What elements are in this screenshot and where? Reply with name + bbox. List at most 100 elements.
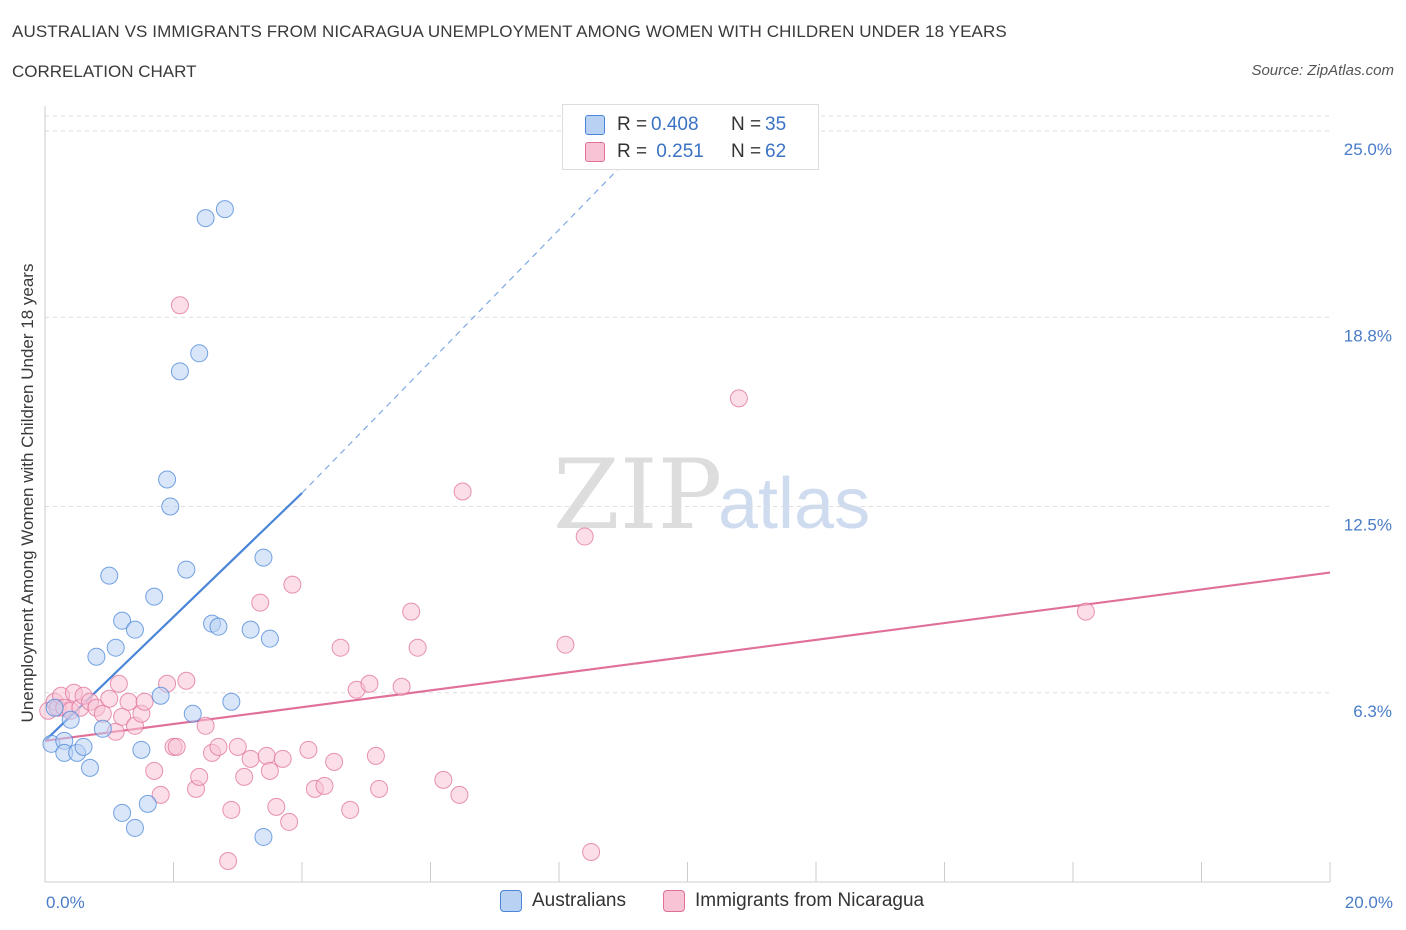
r-value: 0.251 — [651, 141, 704, 162]
australians-point — [254, 548, 273, 567]
australians-point — [125, 620, 144, 639]
nicaragua-point — [267, 797, 286, 816]
nicaragua-point — [260, 761, 279, 780]
australians-point — [260, 629, 279, 648]
nicaragua-point — [556, 635, 575, 654]
watermark: ZIP atlas — [553, 439, 870, 551]
r-label: R = — [617, 114, 648, 135]
n-value: 35 — [765, 114, 787, 135]
australians-point — [80, 758, 99, 777]
australians-point — [151, 686, 170, 705]
nicaragua-point — [219, 851, 238, 870]
legend-row-nicaragua: R = 0.251 N = 62 — [585, 140, 786, 164]
australians-point — [241, 620, 260, 639]
y-axis-label: Unemployment Among Women with Children U… — [18, 264, 37, 723]
nicaragua-point — [119, 692, 138, 711]
nicaragua-point — [283, 575, 302, 594]
nicaragua-point — [222, 800, 241, 819]
nicaragua-point — [370, 779, 389, 798]
r-label: R = — [617, 141, 648, 162]
nicaragua-point — [145, 761, 164, 780]
australians-point — [125, 818, 144, 837]
australians-legend-swatch — [500, 890, 522, 912]
nicaragua-point — [360, 674, 379, 693]
tick-labels: 25.0% 18.8% 12.5% 6.3% 0.0% 20.0% — [46, 140, 1393, 912]
australians-point — [132, 740, 151, 759]
nicaragua-point — [453, 482, 472, 501]
watermark-atlas: atlas — [718, 464, 870, 544]
nicaragua-point — [729, 389, 748, 408]
australians-point — [215, 200, 234, 219]
nicaragua-point — [151, 785, 170, 804]
nicaragua-point — [109, 674, 128, 693]
x-tick-label: 20.0% — [1345, 893, 1393, 912]
nicaragua-point — [450, 785, 469, 804]
nicaragua-point — [408, 638, 427, 657]
n-label: N = — [731, 114, 762, 135]
legend-label-australians: Australians — [532, 890, 626, 911]
australians-point — [177, 560, 196, 579]
nicaragua-point — [209, 737, 228, 756]
nicaragua-point — [93, 704, 112, 723]
australians-point — [138, 794, 157, 813]
australians-point — [145, 587, 164, 606]
nicaragua-point — [299, 740, 318, 759]
nicaragua-point — [331, 638, 350, 657]
australians-point — [170, 362, 189, 381]
nicaragua-point — [241, 749, 260, 768]
y-tick-label: 6.3% — [1353, 702, 1392, 721]
nicaragua-point — [228, 737, 247, 756]
australians-point — [87, 647, 106, 666]
nicaragua-point — [325, 752, 344, 771]
chart-title: AUSTRALIAN VS IMMIGRANTS FROM NICARAGUA … — [12, 22, 1007, 41]
australians-point — [61, 710, 80, 729]
nicaragua-point — [280, 812, 299, 831]
chart-subtitle: CORRELATION CHART — [12, 62, 197, 81]
nicaragua-point — [402, 602, 421, 621]
nicaragua-point — [315, 776, 334, 795]
n-value: 62 — [765, 141, 787, 162]
legend-label-nicaragua: Immigrants from Nicaragua — [695, 890, 925, 911]
australians-swatch — [585, 115, 605, 135]
australians-point — [190, 344, 209, 363]
gridlines — [45, 115, 1330, 694]
australians-point — [113, 803, 132, 822]
nicaragua-point — [341, 800, 360, 819]
australians-point — [106, 638, 125, 657]
nicaragua-point — [135, 692, 154, 711]
nicaragua-point — [196, 716, 215, 735]
r-value: 0.408 — [651, 114, 699, 135]
nicaragua-point — [1076, 602, 1095, 621]
nicaragua-point — [575, 527, 594, 546]
nicaragua-swatch — [585, 142, 605, 162]
australians-point — [254, 827, 273, 846]
nicaragua-point — [251, 593, 270, 612]
nicaragua-point — [167, 737, 186, 756]
source-credit: Source: ZipAtlas.com — [1251, 62, 1394, 79]
axes — [44, 106, 1331, 883]
nicaragua-point — [257, 746, 276, 765]
australians-point — [222, 692, 241, 711]
australians-point — [183, 704, 202, 723]
nicaragua-point — [235, 767, 254, 786]
australians-point — [196, 209, 215, 228]
legend-item-nicaragua[interactable]: Immigrants from Nicaragua — [663, 888, 924, 914]
nicaragua-point — [100, 689, 119, 708]
australians-point — [45, 698, 64, 717]
nicaragua-point — [113, 707, 132, 726]
legend-item-australians[interactable]: Australians — [500, 888, 626, 914]
nicaragua-point — [392, 677, 411, 696]
nicaragua-point — [273, 749, 292, 768]
stats-legend: R = 0.408 N = 35 R = 0.251 N = 62 — [562, 104, 819, 170]
australians-point — [74, 737, 93, 756]
nicaragua-point — [177, 671, 196, 690]
nicaragua-point — [190, 767, 209, 786]
nicaragua-point — [582, 842, 601, 861]
australians-point — [158, 470, 177, 489]
y-tick-label: 18.8% — [1344, 326, 1392, 345]
australians-trend-extension — [301, 130, 656, 494]
trend-lines — [44, 130, 1331, 742]
australians-point — [161, 497, 180, 516]
australians-point — [100, 566, 119, 585]
data-points — [39, 200, 1095, 870]
